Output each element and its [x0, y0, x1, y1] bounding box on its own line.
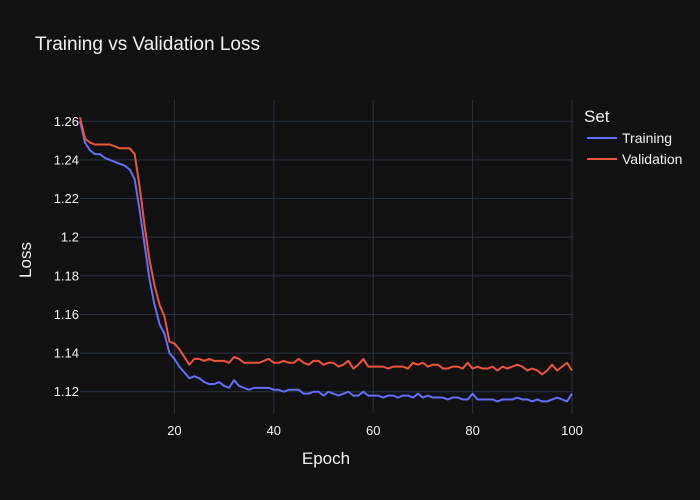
x-tick-label: 40 [267, 423, 281, 438]
x-tick-label: 20 [167, 423, 181, 438]
x-tick-label: 100 [561, 423, 583, 438]
y-tick-label: 1.12 [54, 384, 79, 399]
y-tick-label: 1.22 [54, 191, 79, 206]
series-line-validation [79, 117, 573, 376]
x-axis-ticks: 20 40 60 80 100 [167, 423, 583, 438]
x-tick-label: 80 [465, 423, 479, 438]
plot-area [79, 117, 573, 403]
legend-item-training[interactable]: Training [587, 130, 672, 146]
y-tick-label: 1.24 [54, 152, 79, 167]
y-axis-ticks: 1.12 1.14 1.16 1.18 1.2 1.22 1.24 1.26 [54, 114, 79, 399]
series-line-training [79, 121, 573, 403]
y-tick-label: 1.26 [54, 114, 79, 129]
legend-title: Set [584, 107, 610, 126]
y-tick-label: 1.2 [61, 230, 79, 245]
chart-title: Training vs Validation Loss [35, 34, 260, 55]
x-axis-title: Epoch [302, 449, 350, 468]
y-axis-title: Loss [16, 242, 35, 278]
legend: Set Training Validation [584, 107, 682, 167]
legend-label: Validation [622, 151, 682, 167]
y-tick-label: 1.14 [54, 346, 79, 361]
y-tick-label: 1.16 [54, 307, 79, 322]
legend-item-validation[interactable]: Validation [587, 151, 682, 167]
legend-label: Training [622, 130, 672, 146]
y-tick-label: 1.18 [54, 268, 79, 283]
grid-lines [80, 100, 573, 413]
x-tick-label: 60 [366, 423, 380, 438]
